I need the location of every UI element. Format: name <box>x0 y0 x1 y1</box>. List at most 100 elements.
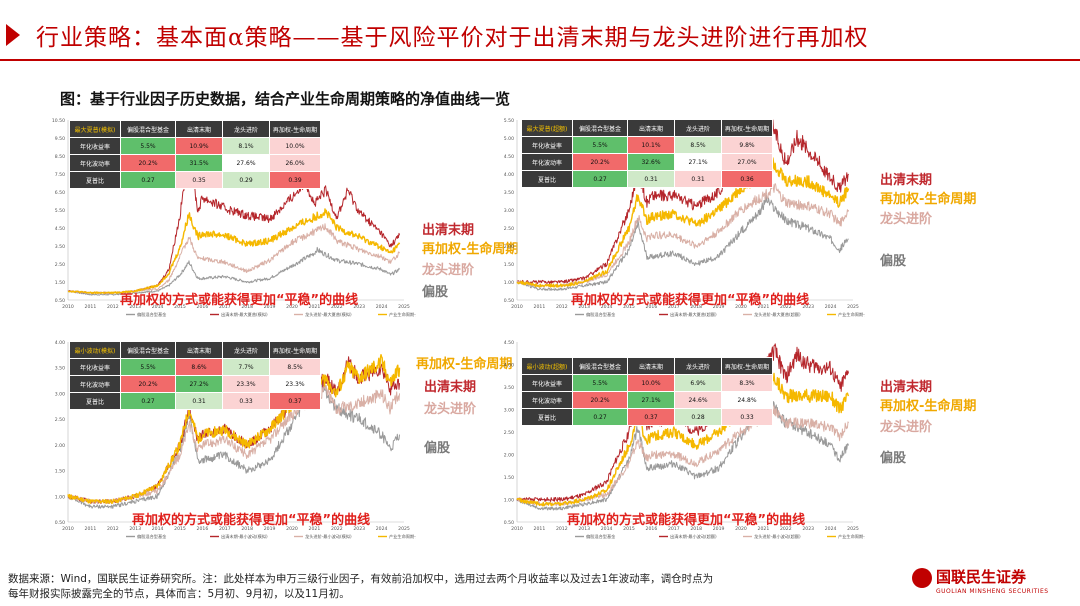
stats-value-cell: 10.9% <box>175 137 223 155</box>
stats-header-row: 最大夏普(模拟) 偏股混合型基金 出清末期 龙头进阶 再加权-生命周期 <box>69 120 321 138</box>
x-tick-label: 2019 <box>713 526 725 532</box>
stats-row-label: 夏普比 <box>521 408 573 426</box>
y-tick-label: 1.50 <box>504 475 514 481</box>
stats-value-cell: 20.2% <box>120 154 176 172</box>
stats-value-cell: 0.36 <box>721 170 773 188</box>
x-tick-label: 2017 <box>668 526 680 532</box>
y-tick-label: 0.50 <box>504 520 514 526</box>
chart-panel-top-left: 0.50 1.50 2.50 3.50 4.50 5.50 6.50 7.50 8.50 9.50… <box>38 114 519 324</box>
legend-label: 偏股混合型基金 <box>137 533 167 540</box>
y-tick-label: 0.50 <box>55 520 65 526</box>
y-tick-label: 2.00 <box>504 453 514 459</box>
legend-label: 偏股混合型基金 <box>586 533 616 540</box>
stats-table: 最小波动(模拟) 偏股混合型基金 出清末期 龙头进阶 再加权-生命周期 年化收益率 5.5%… <box>69 341 321 410</box>
series-line-3 <box>516 372 850 507</box>
annotation-note: 再加权的方式或能获得更加“平稳”的曲线 <box>571 293 810 308</box>
stats-header-cell: 出清末期 <box>175 341 223 359</box>
x-tick-label: 2012 <box>107 304 119 310</box>
x-tick-label: 2015 <box>174 526 186 532</box>
chart-svg: 0.50 1.00 1.50 2.00 2.50 3.00 3.50 4.00 4.50 5.00… <box>504 118 865 318</box>
y-tick-label: 4.50 <box>504 340 514 346</box>
x-tick-label: 2016 <box>197 526 209 532</box>
logo-name: 国联民生证券 <box>936 568 1027 586</box>
stats-row-label: 年化收益率 <box>521 374 573 392</box>
x-tick-label: 2017 <box>219 526 231 532</box>
stats-value-cell: 26.0% <box>269 154 321 172</box>
legend-label: 产业生命周期-最大夏普(超额) <box>838 311 865 318</box>
stats-header-cell: 再加权-生命周期 <box>721 119 773 137</box>
y-tick-label: 5.50 <box>504 118 514 124</box>
stats-row: 年化收益率 5.5% 8.6% 7.7% 8.5% <box>69 358 321 376</box>
label-chuqing: 出清末期 <box>422 223 475 238</box>
stats-row-label: 夏普比 <box>69 392 121 410</box>
y-tick-label: 2.50 <box>55 417 65 423</box>
x-tick-label: 2025 <box>847 526 859 532</box>
x-tick-label: 2016 <box>646 526 658 532</box>
y-tick-label: 0.50 <box>504 298 514 304</box>
stats-value-cell: 0.27 <box>572 408 628 426</box>
legend-label: 偏股混合型基金 <box>137 311 167 318</box>
x-tick-label: 2010 <box>511 304 523 310</box>
x-tick-label: 2018 <box>690 526 702 532</box>
y-tick-label: 1.50 <box>55 280 65 286</box>
stats-value-cell: 10.1% <box>627 136 675 154</box>
series-line-3 <box>67 354 401 504</box>
stats-value-cell: 0.37 <box>627 408 675 426</box>
stats-row: 年化波动率 20.2% 32.6% 27.1% 27.0% <box>521 153 773 171</box>
stats-value-cell: 0.27 <box>572 170 628 188</box>
x-tick-label: 2023 <box>802 304 814 310</box>
x-tick-label: 2012 <box>107 526 119 532</box>
series-line-2 <box>516 183 849 288</box>
stats-header-cell: 龙头进阶 <box>222 341 270 359</box>
y-tick-label: 4.50 <box>55 226 65 232</box>
stats-value-cell: 27.1% <box>627 391 675 409</box>
stats-value-cell: 5.5% <box>120 137 176 155</box>
x-tick-label: 2014 <box>152 304 164 310</box>
stats-value-cell: 27.1% <box>674 153 722 171</box>
stats-value-cell: 10.0% <box>627 374 675 392</box>
x-tick-label: 2021 <box>309 526 321 532</box>
annotation-note: 再加权的方式或能获得更加“平稳”的曲线 <box>567 513 806 528</box>
y-tick-label: 10.50 <box>52 118 65 124</box>
x-tick-label: 2023 <box>353 526 365 532</box>
stats-value-cell: 27.2% <box>175 375 223 393</box>
stats-value-cell: 32.6% <box>627 153 675 171</box>
label-jiaquan: 再加权-生命周期 <box>880 399 977 414</box>
x-tick-label: 2022 <box>331 526 343 532</box>
stats-value-cell: 9.8% <box>721 136 773 154</box>
y-tick-label: 1.50 <box>504 262 514 268</box>
stats-header-row: 最小波动(超额) 偏股混合型基金 出清末期 龙头进阶 再加权-生命周期 <box>521 357 773 375</box>
x-tick-label: 2024 <box>376 304 388 310</box>
chart-panel-bottom-right: 0.50 1.00 1.50 2.00 2.50 3.00 3.50 4.00 4.50 2010… <box>487 336 977 546</box>
x-tick-label: 2019 <box>264 526 276 532</box>
footer-note: 数据来源：Wind，国联民生证券研究所。注：此处样本为申万三级行业因子，有效前沿… <box>8 572 713 602</box>
stats-row-label: 年化收益率 <box>69 137 121 155</box>
stats-value-cell: 0.35 <box>175 171 223 189</box>
chart-svg: 0.50 1.00 1.50 2.00 2.50 3.00 3.50 4.00 4.50 2010… <box>504 340 865 540</box>
stats-corner-cell: 最大夏普(超额) <box>521 119 573 137</box>
x-tick-label: 2020 <box>735 304 747 310</box>
stats-value-cell: 8.1% <box>222 137 270 155</box>
stats-value-cell: 0.31 <box>175 392 223 410</box>
stats-row-label: 年化收益率 <box>521 136 573 154</box>
logo-subtitle: GUOLIAN MINSHENG SECURITIES <box>936 588 1049 595</box>
y-tick-label: 0.50 <box>55 298 65 304</box>
label-jiaquan: 再加权-生命周期 <box>880 192 977 207</box>
stats-row: 年化波动率 20.2% 27.1% 24.6% 24.8% <box>521 391 773 409</box>
stats-value-cell: 20.2% <box>120 375 176 393</box>
x-tick-label: 2011 <box>534 526 546 532</box>
series-line-1 <box>516 119 849 285</box>
y-tick-label: 3.00 <box>504 408 514 414</box>
x-tick-label: 2025 <box>398 526 410 532</box>
label-jiaquan: 再加权-生命周期 <box>416 357 513 372</box>
stats-value-cell: 20.2% <box>572 153 628 171</box>
x-tick-label: 2021 <box>758 526 770 532</box>
stats-value-cell: 0.27 <box>120 171 176 189</box>
y-tick-label: 4.00 <box>55 340 65 346</box>
y-tick-label: 6.50 <box>55 190 65 196</box>
x-tick-label: 2011 <box>534 304 546 310</box>
x-tick-label: 2010 <box>62 304 74 310</box>
stats-value-cell: 27.0% <box>721 153 773 171</box>
y-tick-label: 3.50 <box>55 244 65 250</box>
stats-value-cell: 0.31 <box>627 170 675 188</box>
